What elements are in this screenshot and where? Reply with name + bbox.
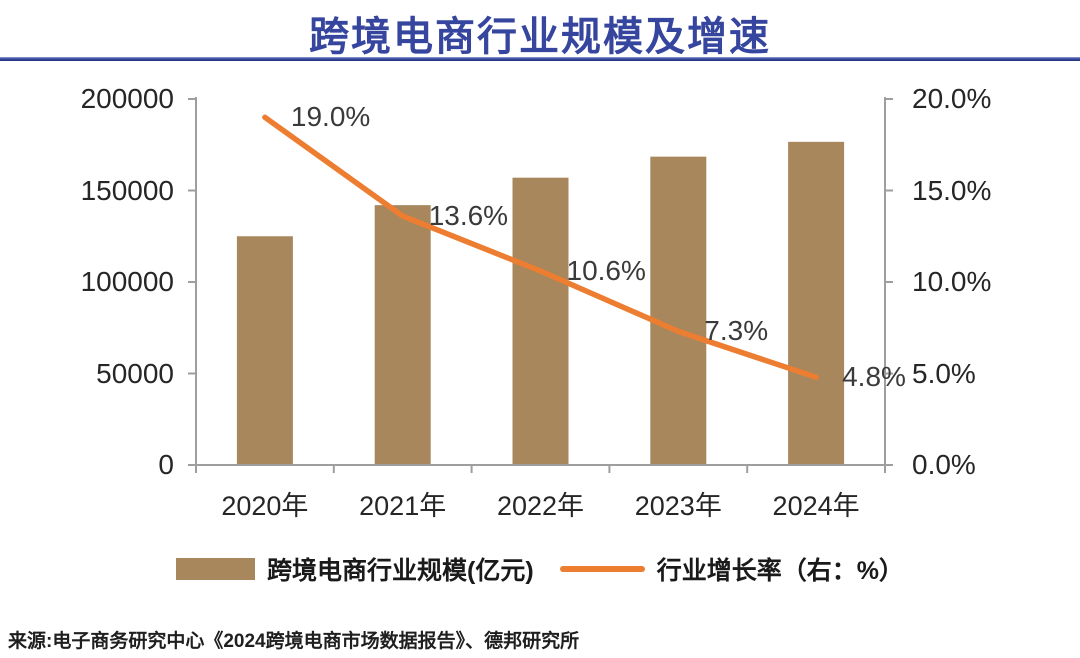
right-axis-tick-label: 20.0% [912,83,992,114]
line-series-swatch [559,566,645,572]
chart-title: 跨境电商行业规模及增速 [309,15,771,59]
growth-point-label: 19.0% [290,101,371,133]
growth-point-label: 7.3% [704,315,769,347]
bar-2020年 [236,236,293,465]
right-axis-tick-label: 10.0% [912,266,992,297]
title-divider [0,57,1080,61]
growth-rate-line [262,114,819,380]
growth-point-label: 13.6% [428,200,509,232]
right-axis-tick-label: 5.0% [912,357,976,389]
left-axis-tick-label: 100000 [80,266,174,297]
x-axis-label: 2020年 [221,491,309,521]
legend-line-label: 行业增长率（右：%） [656,557,904,585]
legend-bar-label: 跨境电商行业规模(亿元) [267,557,534,585]
bar-2021年 [374,205,431,465]
chart-legend: 跨境电商行业规模(亿元) 行业增长率（右：%） [0,551,1080,587]
legend-item-bar-series: 跨境电商行业规模(亿元) [176,551,534,587]
bar-2023年 [650,156,707,465]
bar-series-swatch [176,558,256,580]
x-axis-label: 2024年 [772,491,860,521]
left-axis-tick-label: 0 [158,449,174,480]
source-note: 来源:电子商务研究中心《2024跨境电商市场数据报告》、德邦研究所 [8,631,580,652]
x-axis-label: 2022年 [496,491,585,521]
left-axis-tick-label: 150000 [80,174,174,206]
growth-point-label: 4.8% [842,361,906,393]
legend-item-line-series: 行业增长率（右：%） [559,551,904,587]
growth-point-label: 10.6% [566,255,646,287]
left-axis-tick-label: 50000 [96,357,174,389]
left-axis-tick-label: 200000 [80,83,174,114]
right-axis-tick-label: 15.0% [912,174,992,206]
x-axis-label: 2023年 [634,491,722,521]
bar-2022年 [512,177,569,465]
bar-2024年 [788,141,845,465]
x-axis-label: 2021年 [359,491,447,521]
right-axis-tick-label: 0.0% [912,449,976,480]
